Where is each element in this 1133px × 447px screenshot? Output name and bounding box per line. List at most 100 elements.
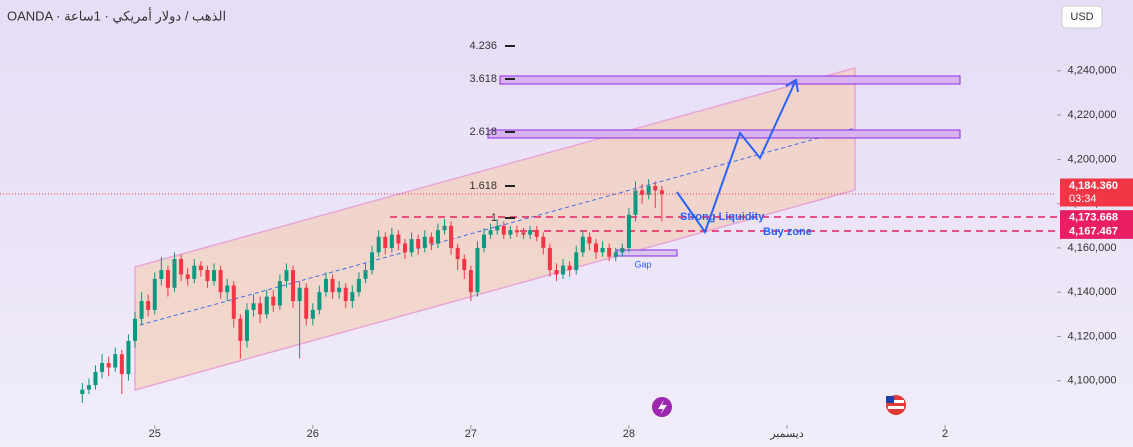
y-tick-label: 4,140,000: [1068, 286, 1117, 298]
candle-body: [152, 278, 157, 310]
candle-body: [521, 232, 526, 235]
candle-body: [403, 243, 408, 253]
candle-body: [126, 340, 131, 375]
candle-body: [284, 270, 289, 282]
candle-body: [449, 225, 454, 248]
candle-body: [547, 247, 552, 271]
x-tick-label: 26: [307, 428, 319, 440]
candle-body: [212, 270, 217, 282]
candle-body: [198, 265, 203, 271]
candle-body: [231, 285, 236, 319]
candle-body: [422, 236, 427, 248]
candle-body: [192, 265, 197, 279]
candle-body: [277, 281, 282, 306]
candle-body: [541, 236, 546, 248]
currency[interactable]: USD: [1070, 11, 1093, 23]
y-tick-label: 4,160,000: [1068, 242, 1117, 254]
candle-body: [396, 234, 401, 244]
candle-body: [633, 190, 638, 215]
candle-body: [271, 296, 276, 306]
flag-stripe: [888, 406, 904, 409]
target-box: [487, 129, 961, 139]
candle-body: [600, 247, 605, 253]
candle-body: [93, 371, 98, 386]
candle-body: [225, 285, 230, 293]
candle-body: [495, 225, 500, 231]
candle-body: [330, 278, 335, 293]
y-tick-label: 4,100,000: [1068, 375, 1117, 387]
annotation: Gap: [634, 259, 651, 269]
arrow-head: [785, 78, 799, 93]
candle-body: [561, 265, 566, 275]
candle-body: [442, 225, 447, 231]
candle-body: [205, 270, 210, 282]
candle-body: [659, 190, 664, 194]
candle-body: [238, 318, 243, 341]
candle-body: [455, 247, 460, 259]
candle-body: [80, 389, 85, 395]
candle-body: [462, 258, 467, 271]
x-tick-label: 28: [623, 428, 635, 440]
candle-body: [113, 354, 118, 368]
candle-body: [356, 278, 361, 293]
x-tick-label: 25: [149, 428, 161, 440]
candle-body: [416, 239, 421, 248]
projection-arrow: [676, 79, 797, 235]
price-tag: [1060, 210, 1133, 226]
candle-body: [475, 247, 480, 293]
candle-body: [146, 301, 151, 310]
candle-body: [323, 278, 328, 293]
candle-body: [179, 258, 184, 275]
candle-body: [587, 236, 592, 244]
candle-body: [580, 236, 585, 253]
target-box: [499, 75, 961, 85]
trend-line: [139, 127, 856, 326]
candle-body: [567, 265, 572, 271]
x-tick-label: 27: [465, 428, 477, 440]
flag-canton: [886, 396, 894, 403]
candle-body: [350, 292, 355, 302]
candle-body: [482, 234, 487, 248]
candle-body: [317, 292, 322, 310]
candle-body: [100, 363, 105, 372]
candle-body: [343, 287, 348, 302]
candle-body: [297, 287, 302, 302]
countdown: 03:34: [1069, 193, 1097, 205]
candle-body: [185, 274, 190, 279]
candle-body: [159, 270, 164, 279]
candle-body: [389, 234, 394, 248]
candle-body: [244, 309, 249, 341]
flag-stripe: [888, 400, 904, 403]
y-tick-label: 4,220,000: [1068, 109, 1117, 121]
fib-label: 4.236: [469, 40, 497, 52]
candle-body: [534, 230, 539, 237]
currency-button[interactable]: [1061, 5, 1103, 29]
candle-body: [528, 230, 533, 235]
candle-body: [653, 185, 658, 191]
candle-body: [626, 214, 631, 248]
candle-body: [429, 236, 434, 244]
candle-body: [488, 230, 493, 235]
channel: [134, 67, 856, 391]
candle-body: [264, 296, 269, 315]
x-tick-label: 2: [942, 428, 948, 440]
annotation: Buy zone: [763, 226, 812, 238]
candle-body: [86, 385, 91, 390]
candle-body: [251, 303, 256, 310]
x-tick-label: ديسمبر: [769, 428, 804, 440]
candle-body: [620, 247, 625, 253]
candle-body: [646, 185, 651, 195]
price-label: 4,167.467: [1069, 225, 1118, 237]
candle-body: [508, 230, 513, 235]
candle-body: [304, 287, 309, 319]
candle-body: [218, 270, 223, 293]
chart-title: OANDA · الذهب / دولار أمريكي · 1ساعة: [7, 7, 226, 24]
bolt: [658, 400, 667, 415]
candle-body: [409, 239, 414, 253]
candle-body: [310, 309, 315, 319]
fib-label: 3.618: [469, 73, 497, 85]
y-tick-label: 4,120,000: [1068, 330, 1117, 342]
candle-body: [435, 230, 440, 244]
fib-label: 2.618: [469, 126, 497, 138]
